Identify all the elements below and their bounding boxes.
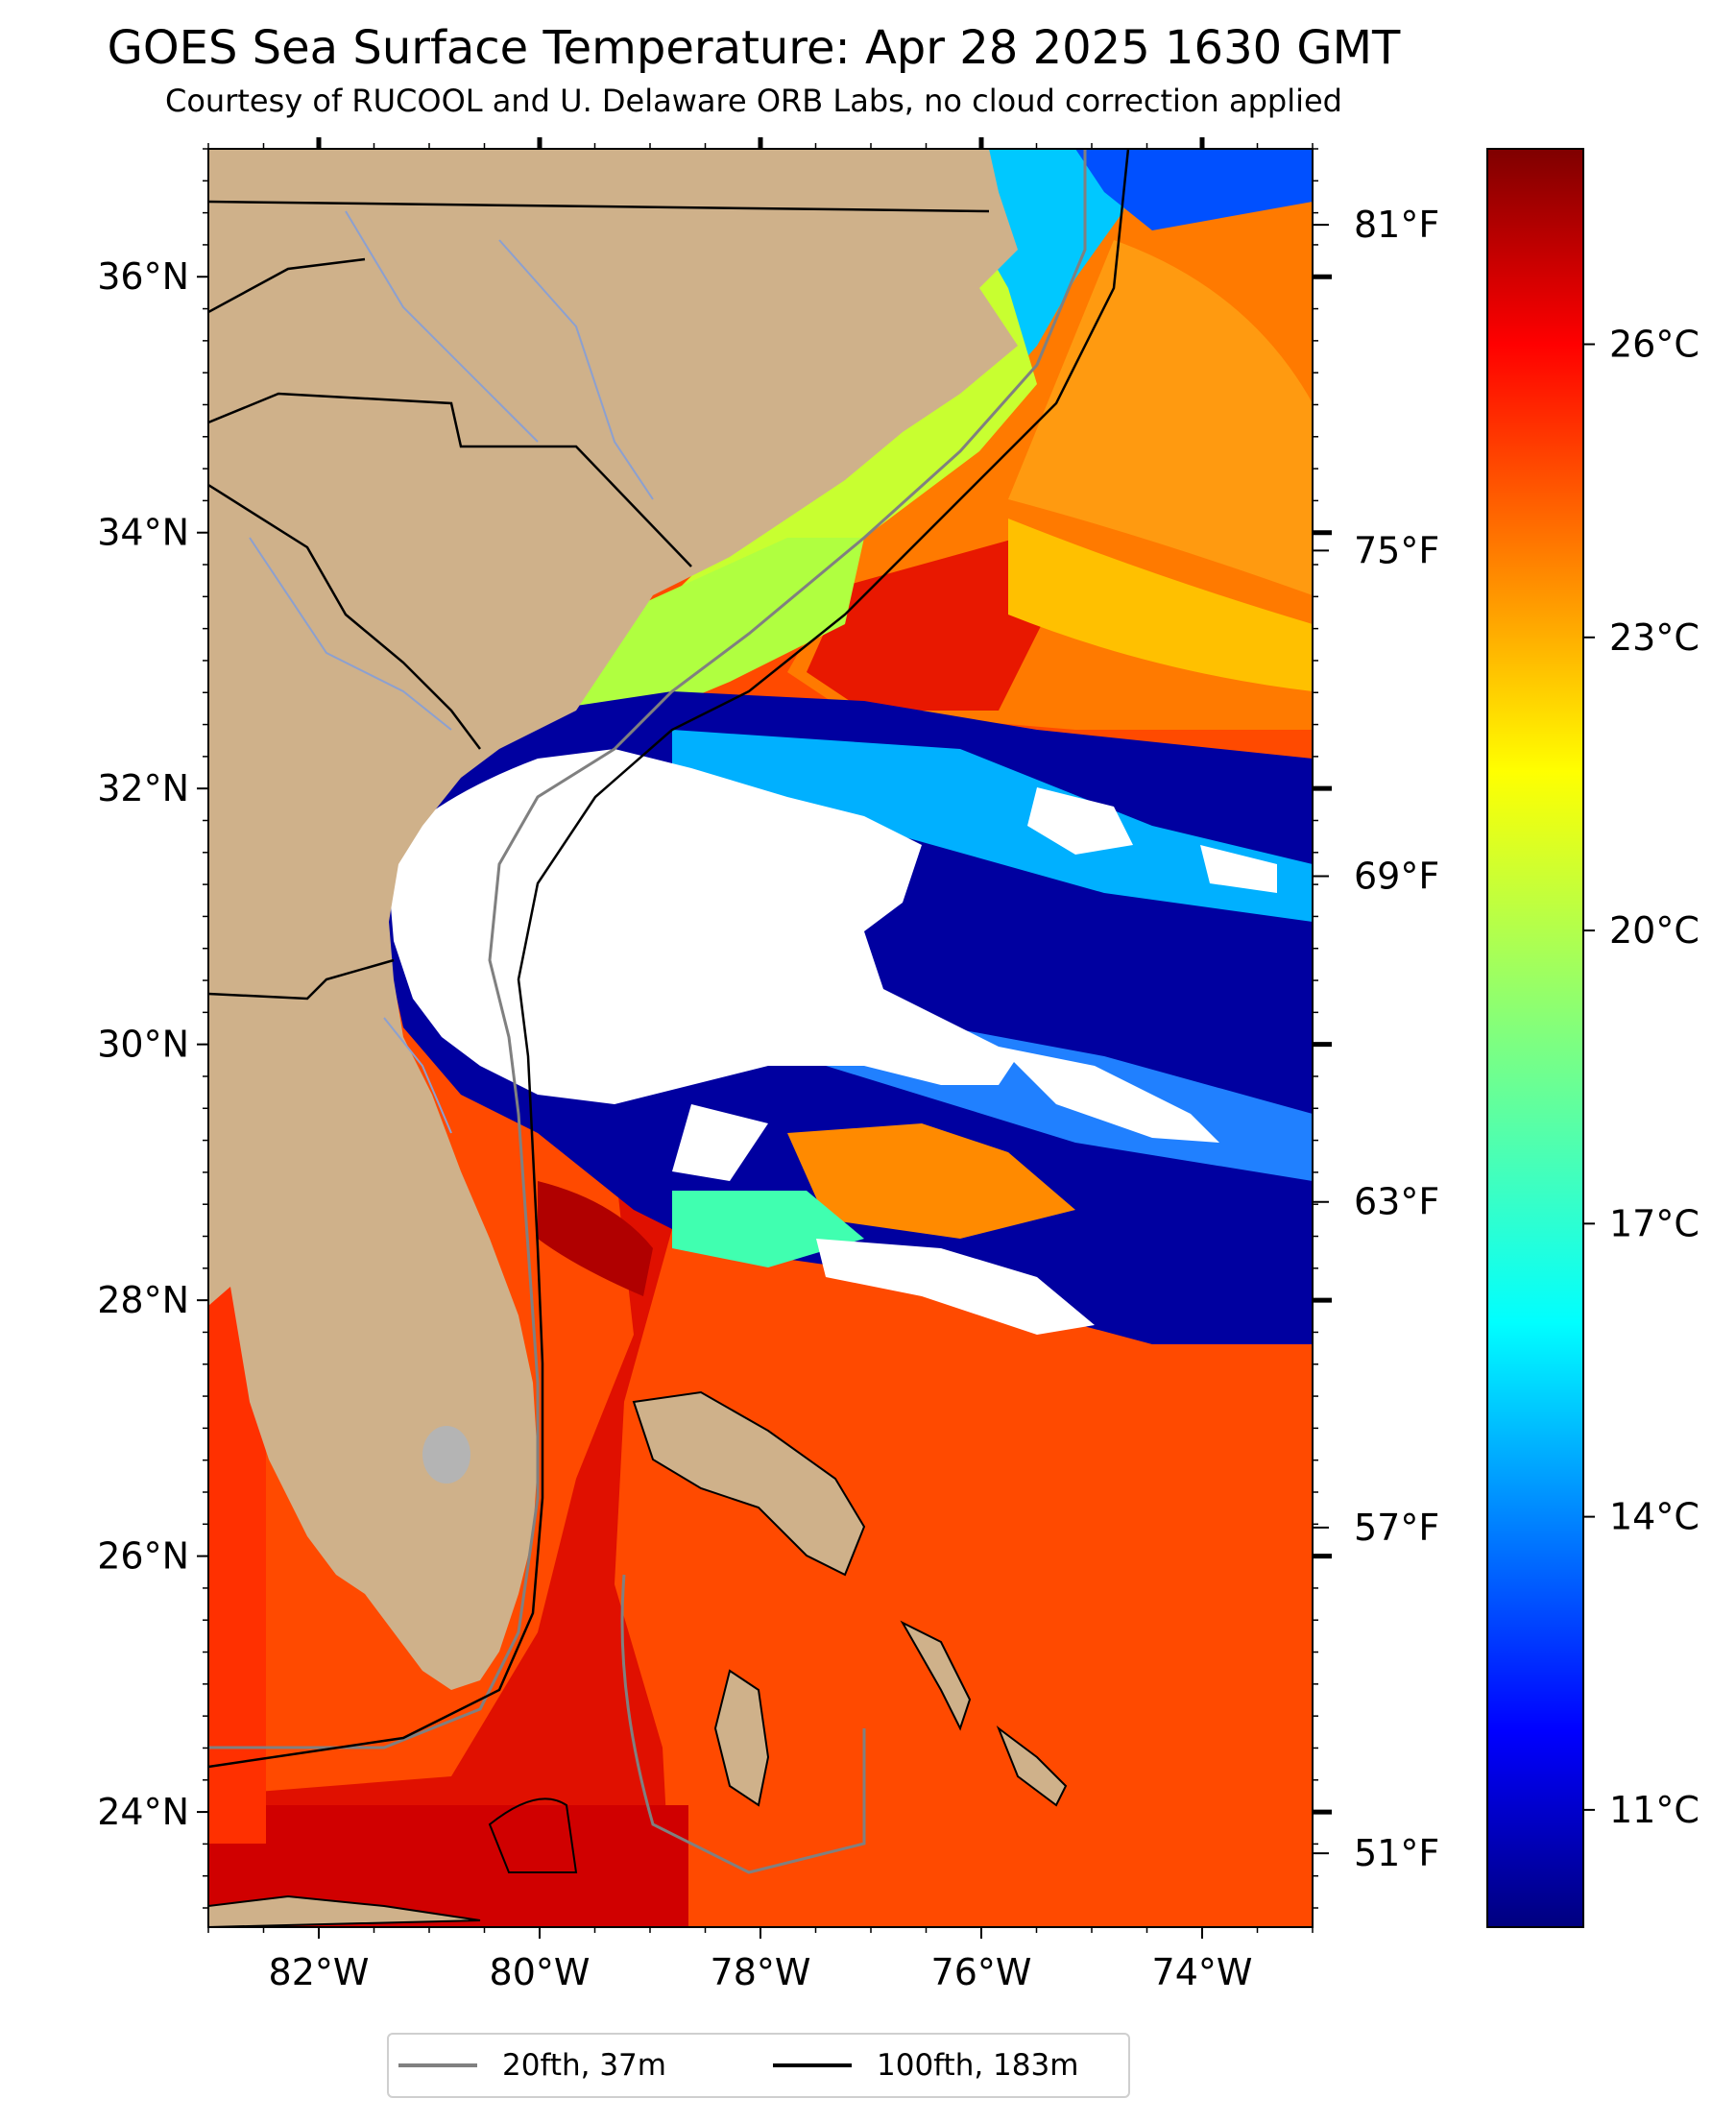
lat-tick-label: 30°N bbox=[97, 1024, 189, 1066]
colorbar-ticks: 11°C 14°C 17°C 20°C 23°C 26°C 51°F 57°F 63°F 69°F… bbox=[1313, 204, 1700, 1874]
gulf-coast-land bbox=[208, 1152, 250, 1306]
river-4 bbox=[383, 1017, 452, 1134]
cold-strip bbox=[1075, 149, 1313, 230]
fahrenheit-tick-label: 69°F bbox=[1354, 856, 1439, 898]
isobath-bank-1 bbox=[488, 1797, 578, 1873]
lat-tick-label: 24°N bbox=[97, 1791, 189, 1833]
us-mainland-land bbox=[208, 149, 1018, 1690]
state-border-va-nc bbox=[208, 200, 990, 213]
fahrenheit-tick-label: 81°F bbox=[1354, 204, 1439, 246]
colorbar-tick-label-c: 26°C bbox=[1609, 324, 1700, 366]
fahrenheit-tick-label: 51°F bbox=[1354, 1832, 1439, 1874]
legend-line-20fth bbox=[398, 2063, 477, 2067]
river-2 bbox=[249, 537, 452, 731]
map-title: GOES Sea Surface Temperature: Apr 28 202… bbox=[107, 21, 1401, 75]
cold-cyan-filament bbox=[672, 730, 1313, 922]
isobath-legend: 20fth, 37m 100fth, 183m bbox=[387, 2033, 1130, 2098]
cloud-streak-5 bbox=[672, 1104, 768, 1181]
offshore-orange-band bbox=[1008, 240, 1313, 595]
green-patch-mid bbox=[672, 1191, 864, 1267]
state-border-nc-sc bbox=[208, 392, 692, 567]
colorbar-tick-label-c: 20°C bbox=[1609, 909, 1700, 952]
lon-tick-label: 76°W bbox=[931, 1951, 1032, 1993]
cuba-coast bbox=[208, 1894, 481, 1927]
colorbar-tick-label-c: 14°C bbox=[1609, 1496, 1700, 1538]
lon-tick-label: 74°W bbox=[1152, 1951, 1253, 1993]
cloud-streak-2 bbox=[816, 1239, 1095, 1335]
cloud-streak-1 bbox=[999, 1047, 1219, 1143]
isobath-bank-2 bbox=[620, 1574, 866, 1874]
legend-item-100fth: 100fth, 183m bbox=[773, 2035, 1078, 2096]
eleuthera bbox=[900, 1620, 972, 1731]
river-3 bbox=[498, 239, 654, 500]
cloud-streak-4 bbox=[1200, 845, 1277, 893]
state-border-ga-fl bbox=[208, 958, 395, 1001]
fahrenheit-tick-label: 63°F bbox=[1354, 1181, 1439, 1223]
map-ticks: 82°W 80°W 78°W 76°W 74°W 24°N 26°N 28°N 30°N 32°N… bbox=[97, 137, 1332, 1993]
isobath-20fth bbox=[208, 149, 1087, 1749]
florida-current-dark bbox=[538, 1181, 653, 1296]
cloud-streak-3 bbox=[1027, 787, 1133, 855]
lat-tick-label: 36°N bbox=[97, 255, 189, 298]
yellow-band bbox=[1008, 519, 1313, 691]
andros-island bbox=[713, 1669, 770, 1807]
legend-label-100fth: 100fth, 183m bbox=[877, 2048, 1079, 2083]
exuma-chain bbox=[996, 1725, 1068, 1807]
legend-item-20fth: 20fth, 37m bbox=[398, 2035, 666, 2096]
legend-line-100fth bbox=[773, 2063, 852, 2067]
colorbar bbox=[1486, 148, 1584, 1928]
lat-tick-label: 26°N bbox=[97, 1535, 189, 1578]
gulf-stream-core bbox=[208, 1085, 672, 1927]
colorbar-tick-label-c: 23°C bbox=[1609, 616, 1700, 659]
lon-tick-label: 80°W bbox=[490, 1951, 591, 1993]
lat-tick-label: 28°N bbox=[97, 1279, 189, 1321]
warm-patch-mid bbox=[787, 1123, 1075, 1239]
legend-label-20fth: 20fth, 37m bbox=[502, 2048, 666, 2083]
river-1 bbox=[345, 210, 539, 443]
cloud-mask bbox=[389, 749, 1018, 1104]
sc-shelf-yellowgreen bbox=[499, 538, 864, 759]
lake-okeechobee bbox=[422, 1426, 470, 1484]
map-subtitle: Courtesy of RUCOOL and U. Delaware ORB L… bbox=[165, 83, 1342, 119]
lon-tick-label: 78°W bbox=[711, 1951, 811, 1993]
bahamas-bank-land bbox=[632, 1390, 866, 1577]
colorbar-tick-label-c: 17°C bbox=[1609, 1202, 1700, 1244]
state-border-sc-ga bbox=[208, 483, 481, 750]
isobath-100fth bbox=[208, 149, 1130, 1769]
lon-tick-label: 82°W bbox=[269, 1951, 370, 1993]
state-border-tn-nc bbox=[208, 257, 366, 314]
lat-tick-label: 32°N bbox=[97, 767, 189, 809]
fahrenheit-tick-label: 57°F bbox=[1354, 1507, 1439, 1549]
warm-filament bbox=[807, 538, 1056, 711]
colorbar-tick-label-c: 11°C bbox=[1609, 1789, 1700, 1831]
fahrenheit-tick-label: 75°F bbox=[1354, 529, 1439, 571]
lat-tick-label: 34°N bbox=[97, 512, 189, 554]
map-area bbox=[208, 149, 1313, 1927]
